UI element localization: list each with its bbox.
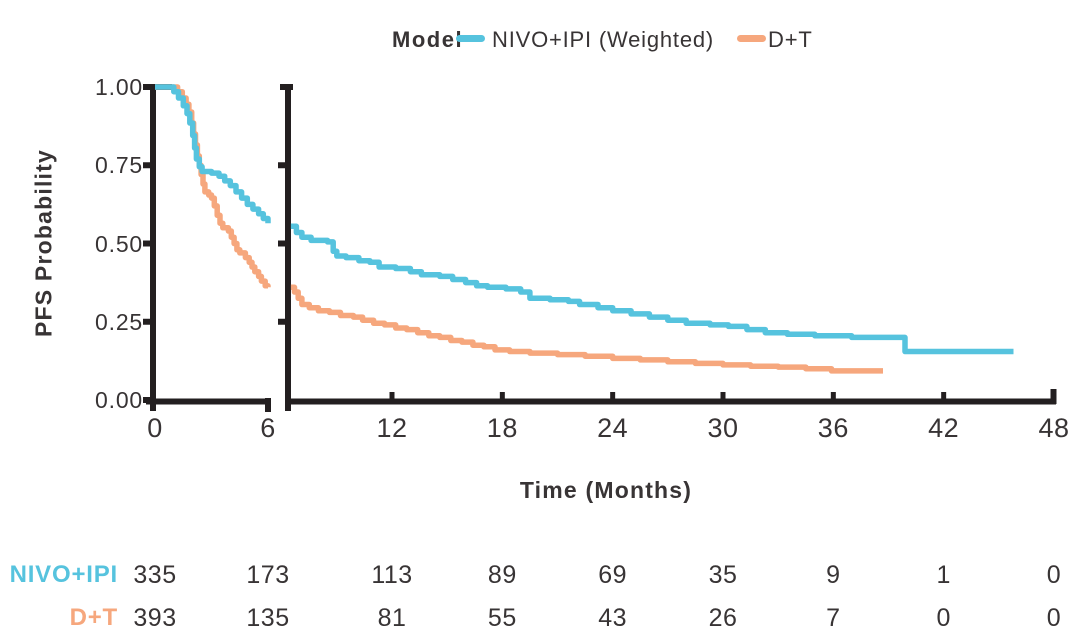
x-tick-label: 24 (597, 413, 629, 443)
y-tick-label: 0.75 (95, 152, 143, 179)
risk-count: 113 (371, 561, 413, 589)
y-axis-title: PFS Probability (30, 149, 57, 337)
risk-count: 173 (246, 561, 290, 589)
risk-count: 55 (487, 604, 517, 632)
y-tick-label: 0.50 (95, 230, 143, 257)
x-tick-label: 18 (486, 413, 518, 443)
risk-count: 69 (598, 561, 628, 589)
legend-label-dt: D+T (768, 27, 813, 52)
risk-count: 335 (133, 561, 177, 589)
risk-count: 9 (826, 561, 841, 589)
risk-count: 7 (826, 604, 841, 632)
risk-row-label-nivo-ipi: NIVO+IPI (9, 561, 118, 588)
dt-curve-left (155, 84, 271, 289)
risk-count: 0 (936, 604, 951, 632)
nivo-ipi-curve-left (155, 84, 271, 224)
legend-title: Model (392, 27, 464, 52)
risk-count: 35 (708, 561, 738, 589)
risk-count: 135 (246, 604, 290, 632)
x-axis-title: Time (Months) (519, 477, 693, 503)
nivo-ipi-curve-right (290, 223, 1014, 355)
x-tick-label: 42 (928, 413, 960, 443)
y-tick-label: 1.00 (95, 74, 143, 100)
risk-count: 43 (598, 604, 628, 632)
x-tick-label: 30 (707, 413, 739, 443)
dt-curve-right (290, 284, 883, 374)
risk-count: 0 (1046, 561, 1062, 589)
x-tick-label: 48 (1038, 413, 1070, 443)
risk-count: 26 (708, 604, 738, 632)
legend-swatch-nivo-ipi-icon (456, 35, 485, 42)
risk-row-label-dt: D+T (69, 604, 118, 631)
x-tick-label: 36 (817, 413, 849, 443)
y-tick-label: 0.00 (95, 387, 143, 413)
x-tick-label: 12 (376, 413, 408, 443)
risk-count: 89 (487, 561, 517, 589)
legend-swatch-dt-icon (737, 35, 766, 42)
risk-count: 0 (1046, 604, 1062, 632)
legend: Model NIVO+IPI (Weighted) D+T (0, 13, 1080, 52)
y-tick-label: 0.25 (95, 308, 143, 335)
x-tick-label: 6 (260, 413, 276, 443)
risk-count: 81 (377, 604, 407, 632)
risk-count: 393 (133, 604, 177, 632)
x-tick-label: 0 (147, 413, 163, 443)
risk-count: 1 (936, 561, 951, 589)
legend-label-nivo-ipi: NIVO+IPI (Weighted) (492, 27, 715, 52)
